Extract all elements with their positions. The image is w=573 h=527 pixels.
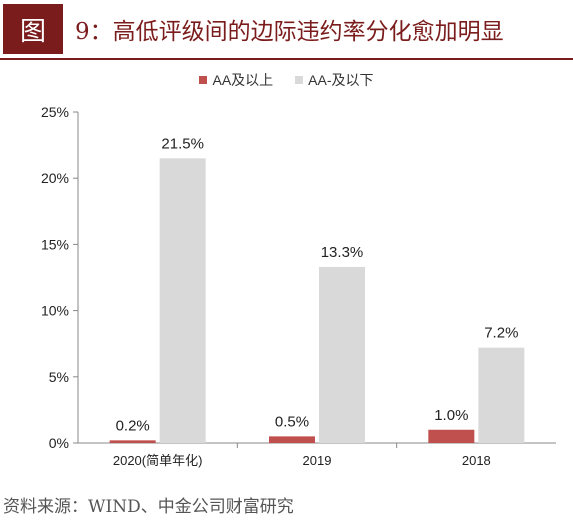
data-label: 13.3% — [321, 244, 364, 261]
y-tick-label: 20% — [41, 170, 69, 186]
data-label: 0.5% — [275, 413, 309, 430]
y-tick-label: 25% — [41, 104, 69, 120]
figure-title: 9：高低评级间的边际违约率分化愈加明显 — [75, 19, 504, 45]
legend-label-aa: AA及以上 — [212, 72, 274, 88]
bar — [109, 440, 156, 443]
y-tick-label: 5% — [49, 369, 69, 385]
legend-label-aa-minus: AA-及以下 — [308, 72, 374, 88]
data-label: 0.2% — [116, 417, 150, 434]
legend-swatch-aa — [199, 76, 208, 84]
y-tick-label: 15% — [41, 236, 69, 252]
chart-legend: AA及以上 AA-及以下 — [0, 70, 573, 90]
bar — [319, 266, 365, 443]
data-label: 7.2% — [484, 325, 518, 342]
legend-item-aa-minus: AA-及以下 — [295, 70, 374, 90]
bar — [269, 436, 315, 443]
y-tick-label: 10% — [41, 303, 69, 319]
x-tick-label: 2019 — [303, 453, 332, 468]
data-label: 1.0% — [434, 407, 468, 424]
legend-item-aa: AA及以上 — [199, 70, 273, 90]
bar — [159, 158, 206, 443]
y-tick-label: 0% — [49, 435, 69, 451]
legend-swatch-aa-minus — [295, 76, 304, 84]
figure-badge: 图 — [3, 4, 63, 54]
source-note: 资料来源：WIND、中金公司财富研究 — [3, 497, 294, 517]
x-tick-label: 2020(简单年化) — [113, 453, 203, 468]
data-label: 21.5% — [161, 135, 204, 152]
bar — [428, 429, 475, 443]
figure-header: 图 9：高低评级间的边际违约率分化愈加明显 — [0, 0, 573, 58]
x-tick-label: 2018 — [462, 453, 491, 468]
title-divider — [0, 58, 573, 60]
bar — [478, 347, 525, 443]
